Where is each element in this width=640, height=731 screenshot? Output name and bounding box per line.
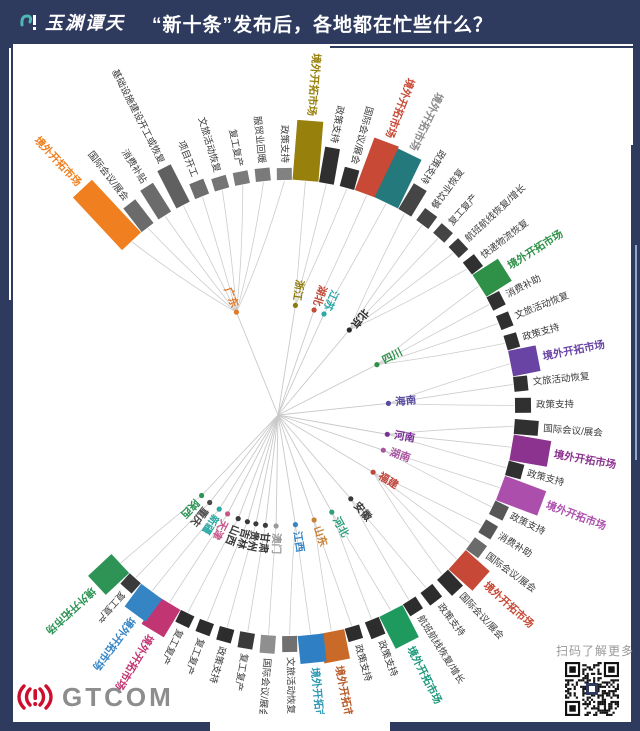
bottom-frame-gap [210,714,390,731]
gtcom-wordmark: GTCOM [62,681,174,712]
header-bar: 玉渊谭天 “新十条”发布后，各地都在忙些什么？ [0,0,640,44]
page-title: “新十条”发布后，各地都在忙些什么？ [152,15,494,36]
qr-code [565,662,619,716]
qr-block: 扫码了解更多 [556,642,635,721]
qr-caption: 扫码了解更多 [556,644,635,658]
card-right-border [631,145,633,722]
left-accent-line [9,48,11,300]
header-underline [330,46,633,48]
gtcom-mark-icon [17,684,53,710]
right-accent-line [635,245,637,460]
brand-name: 玉渊谭天 [45,13,125,33]
content-card [13,44,633,722]
brand-icon [20,14,36,30]
gtcom-logo: GTCOM [16,680,174,714]
brand: 玉渊谭天 [20,9,125,35]
